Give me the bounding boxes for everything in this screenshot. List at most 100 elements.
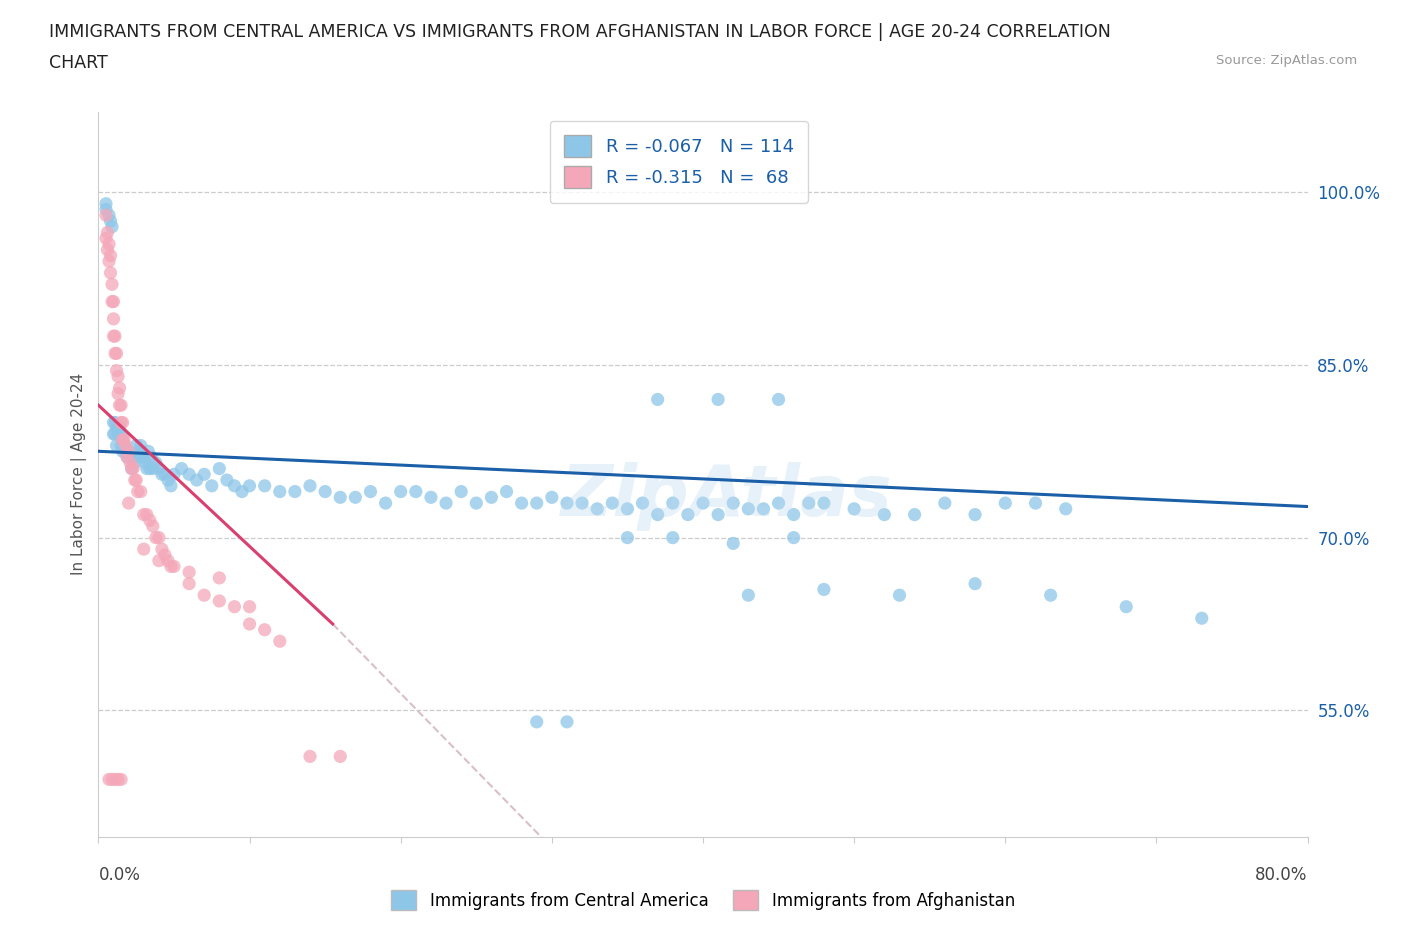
Point [112, 438, 135, 453]
Point [510, 496, 533, 511]
Point [253, 478, 276, 493]
Point [813, 496, 835, 511]
Point [179, 467, 201, 482]
Point [114, 438, 136, 453]
Point [103, 294, 125, 309]
Point [101, 294, 124, 309]
Point [965, 577, 987, 591]
Point [145, 530, 167, 545]
Point [661, 530, 683, 545]
Legend: R = -0.067   N = 114, R = -0.315   N =  68: R = -0.067 N = 114, R = -0.315 N = 68 [550, 121, 808, 203]
Point [139, 461, 162, 476]
Point [118, 444, 141, 458]
Point [752, 501, 775, 516]
Point [104, 772, 127, 787]
Point [465, 496, 488, 511]
Point [98, 207, 121, 222]
Point [134, 456, 156, 471]
Point [1039, 588, 1062, 603]
Point [114, 444, 136, 458]
Point [135, 461, 157, 476]
Text: CHART: CHART [49, 54, 108, 72]
Point [104, 427, 127, 442]
Point [104, 346, 127, 361]
Point [405, 485, 427, 499]
Point [344, 490, 367, 505]
Point [94, 202, 117, 217]
Point [994, 496, 1017, 511]
Point [127, 449, 149, 464]
Point [193, 588, 215, 603]
Point [110, 415, 132, 430]
Text: 80.0%: 80.0% [1256, 866, 1308, 884]
Point [676, 507, 699, 522]
Point [98, 254, 121, 269]
Point [103, 328, 125, 343]
Point [132, 541, 155, 556]
Point [329, 490, 352, 505]
Point [111, 415, 134, 430]
Point [965, 507, 987, 522]
Point [374, 496, 396, 511]
Point [481, 490, 503, 505]
Point [737, 588, 759, 603]
Point [1115, 599, 1137, 614]
Point [122, 449, 145, 464]
Point [768, 392, 790, 407]
Point [1054, 501, 1077, 516]
Point [145, 456, 167, 471]
Point [153, 467, 176, 482]
Point [121, 461, 143, 476]
Point [105, 346, 128, 361]
Point [224, 599, 246, 614]
Point [208, 593, 231, 608]
Point [314, 485, 336, 499]
Point [201, 478, 224, 493]
Point [129, 485, 152, 499]
Point [100, 248, 122, 263]
Point [105, 364, 128, 379]
Point [783, 530, 806, 545]
Point [495, 485, 517, 499]
Point [125, 472, 148, 487]
Point [873, 507, 896, 522]
Point [450, 485, 472, 499]
Point [783, 507, 806, 522]
Point [208, 461, 231, 476]
Point [284, 485, 307, 499]
Point [131, 449, 153, 464]
Point [797, 496, 820, 511]
Point [934, 496, 956, 511]
Point [616, 501, 638, 516]
Point [555, 496, 578, 511]
Point [148, 553, 170, 568]
Point [723, 496, 745, 511]
Point [555, 714, 578, 729]
Legend: Immigrants from Central America, Immigrants from Afghanistan: Immigrants from Central America, Immigra… [384, 884, 1022, 917]
Point [215, 472, 238, 487]
Point [139, 513, 162, 528]
Point [723, 536, 745, 551]
Point [94, 196, 117, 211]
Point [107, 427, 129, 442]
Point [647, 392, 669, 407]
Point [103, 427, 125, 442]
Point [329, 749, 352, 764]
Point [101, 277, 124, 292]
Point [156, 553, 179, 568]
Point [150, 541, 173, 556]
Point [108, 380, 131, 395]
Point [269, 485, 291, 499]
Point [101, 219, 124, 234]
Point [148, 461, 170, 476]
Point [96, 243, 118, 258]
Point [111, 444, 134, 458]
Point [96, 225, 118, 240]
Point [160, 559, 183, 574]
Point [115, 449, 138, 464]
Point [586, 501, 609, 516]
Point [103, 312, 125, 326]
Point [108, 398, 131, 413]
Point [844, 501, 866, 516]
Point [602, 496, 624, 511]
